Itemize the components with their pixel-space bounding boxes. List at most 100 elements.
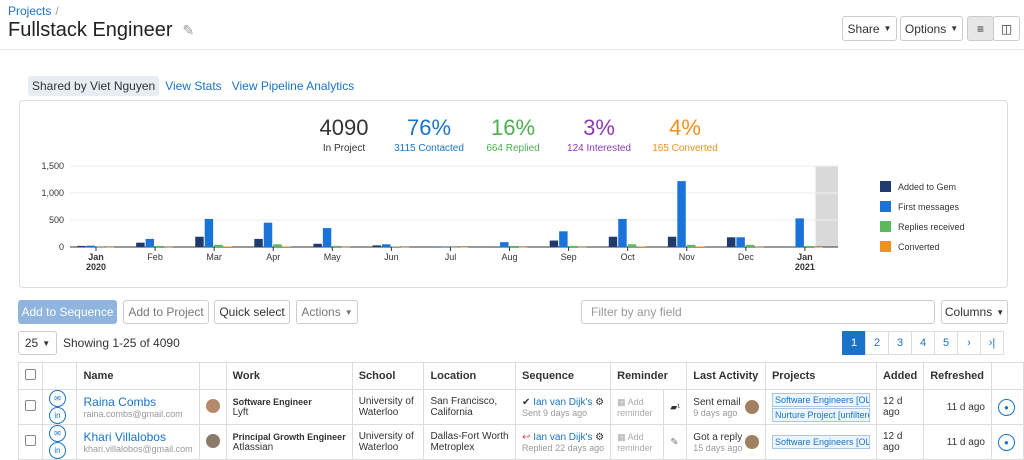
filter-input[interactable]: Filter by any field bbox=[581, 300, 935, 324]
gear-icon[interactable]: ⚙ bbox=[595, 396, 605, 408]
page-4[interactable]: 4 bbox=[911, 331, 935, 355]
header-projects[interactable]: Projects bbox=[764, 362, 877, 390]
school-cell: University of Waterloo bbox=[351, 389, 425, 425]
breadcrumb-projects-link[interactable]: Projects bbox=[8, 4, 52, 18]
header-sequence[interactable]: Sequence bbox=[515, 362, 612, 390]
header-added[interactable]: Added bbox=[875, 362, 925, 390]
legend-item: Replies received bbox=[880, 221, 965, 232]
user-icon[interactable]: ● bbox=[997, 433, 1015, 451]
page-3[interactable]: 3 bbox=[888, 331, 912, 355]
x-tick-label: 2021 bbox=[795, 262, 815, 272]
header-last-activity[interactable]: Last Activity bbox=[686, 362, 766, 390]
project-tag[interactable]: Nurture Project [unfiltered] bbox=[771, 407, 870, 422]
header-school[interactable]: School bbox=[351, 362, 425, 390]
add-reminder-link[interactable]: Add reminder bbox=[617, 431, 653, 453]
bar bbox=[667, 236, 677, 247]
page-1[interactable]: 1 bbox=[842, 331, 866, 355]
add-to-project-button[interactable]: Add to Project bbox=[123, 300, 209, 324]
breadcrumb-separator: / bbox=[55, 4, 59, 18]
header-refreshed[interactable]: Refreshed bbox=[923, 362, 992, 390]
school-line-1: University of bbox=[358, 431, 414, 442]
row-checkbox[interactable] bbox=[25, 400, 36, 411]
header-name[interactable]: Name bbox=[76, 362, 200, 390]
candidate-email: raina.combs@gmail.com bbox=[83, 409, 183, 419]
project-tag[interactable]: Software Engineers [OLD] bbox=[771, 392, 870, 407]
project-tag[interactable]: Software Engineers [OLD] bbox=[771, 435, 870, 449]
sequence-link[interactable]: Ian van Dijk's bbox=[533, 431, 593, 443]
bar bbox=[431, 246, 441, 248]
add-to-sequence-button[interactable]: Add to Sequence bbox=[18, 300, 117, 324]
header-work[interactable]: Work bbox=[225, 362, 353, 390]
actions-dropdown[interactable]: Actions ▼ bbox=[296, 300, 358, 324]
bar bbox=[627, 244, 637, 247]
linkedin-icon[interactable]: in bbox=[49, 407, 66, 424]
list-view-button[interactable]: ≡ bbox=[967, 16, 994, 41]
user-icon[interactable]: ● bbox=[997, 398, 1015, 416]
pencil-icon[interactable]: ✎ bbox=[182, 22, 195, 38]
columns-dropdown[interactable]: Columns ▼ bbox=[941, 300, 1008, 324]
header-location[interactable]: Location bbox=[423, 362, 517, 390]
next-page-button[interactable]: › bbox=[957, 331, 981, 355]
bar bbox=[273, 244, 282, 247]
select-all-checkbox[interactable] bbox=[25, 369, 36, 380]
sequence-status: Replied 22 days ago bbox=[522, 442, 605, 453]
bar bbox=[223, 246, 233, 247]
tab-pipeline-analytics[interactable]: View Pipeline Analytics bbox=[231, 79, 355, 93]
reminder-cell: ▦ Add reminder bbox=[610, 424, 665, 460]
email-icon[interactable]: ✉ bbox=[49, 425, 66, 442]
tab-view-stats[interactable]: View Stats bbox=[165, 79, 222, 93]
page-title: Fullstack Engineer bbox=[8, 19, 173, 41]
bar bbox=[195, 236, 204, 247]
page-2[interactable]: 2 bbox=[865, 331, 889, 355]
email-icon[interactable]: ✉ bbox=[49, 390, 66, 407]
bar bbox=[814, 246, 823, 248]
row-checkbox[interactable] bbox=[25, 435, 36, 446]
share-button-label: Share bbox=[847, 21, 880, 36]
page-5[interactable]: 5 bbox=[934, 331, 958, 355]
avatar-cell bbox=[198, 389, 227, 425]
bar bbox=[136, 242, 145, 247]
stat-label: 664 Replied bbox=[486, 143, 540, 154]
bar bbox=[282, 246, 292, 247]
x-tick-label: Aug bbox=[502, 252, 518, 262]
quick-select-button[interactable]: Quick select bbox=[214, 300, 290, 324]
gear-icon[interactable]: ⚙ bbox=[595, 431, 605, 443]
bar bbox=[578, 246, 587, 248]
bar bbox=[145, 238, 155, 247]
stat-value: 3% bbox=[583, 115, 615, 140]
owner-cell: ● bbox=[990, 389, 1024, 425]
candidate-name[interactable]: Khari Villalobos bbox=[83, 430, 166, 444]
owner-cell: ● bbox=[990, 424, 1024, 460]
split-view-button[interactable]: ◫ bbox=[993, 16, 1020, 41]
sequence-link[interactable]: Ian van Dijk's bbox=[533, 396, 593, 408]
page-size-select[interactable]: 25 ▼ bbox=[18, 331, 57, 355]
actions-label: Actions bbox=[301, 305, 341, 319]
bar bbox=[332, 245, 341, 247]
last-page-button[interactable]: ›| bbox=[980, 331, 1004, 355]
last-activity-text: Sent email bbox=[693, 396, 741, 408]
contact-icons-cell: ✉in bbox=[41, 389, 78, 425]
candidate-name[interactable]: Raina Combs bbox=[83, 395, 157, 409]
add-reminder-link[interactable]: Add reminder bbox=[617, 396, 653, 418]
bar bbox=[263, 222, 273, 247]
linkedin-icon[interactable]: in bbox=[49, 442, 66, 459]
bar bbox=[568, 245, 578, 247]
x-tick-label: Oct bbox=[621, 252, 636, 262]
y-tick-label: 1,500 bbox=[41, 161, 64, 171]
location-cell: San Francisco, California bbox=[423, 389, 517, 425]
tab-shared-by[interactable]: Shared by Viet Nguyen bbox=[28, 76, 160, 96]
header-reminder[interactable]: Reminder bbox=[610, 362, 688, 390]
bar bbox=[204, 218, 214, 247]
bar bbox=[559, 231, 568, 247]
options-button[interactable]: Options ▼ bbox=[900, 16, 963, 41]
bar bbox=[726, 237, 736, 247]
breadcrumb: Projects / bbox=[8, 4, 59, 18]
table-row[interactable]: ✉in Raina Combs raina.combs@gmail.com So… bbox=[18, 389, 1024, 425]
table-row[interactable]: ✉in Khari Villalobos khari.villalobos@gm… bbox=[18, 424, 1024, 460]
y-tick-label: 1,000 bbox=[41, 188, 64, 198]
share-button[interactable]: Share ▼ bbox=[842, 16, 897, 41]
row-select-cell bbox=[18, 424, 43, 460]
check-icon: ✔ bbox=[522, 396, 531, 408]
x-tick-label: Nov bbox=[679, 252, 696, 262]
bar bbox=[804, 245, 814, 247]
